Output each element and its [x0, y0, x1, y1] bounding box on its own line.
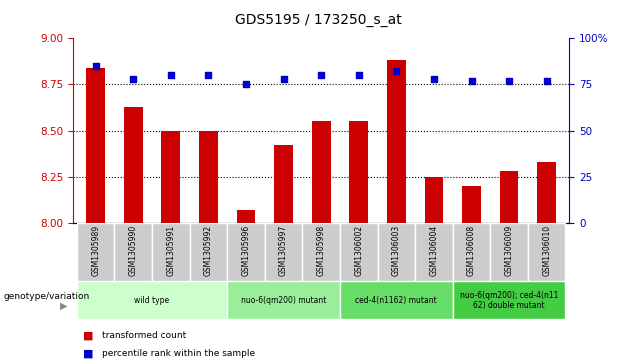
Bar	[274, 146, 293, 223]
Bar	[312, 121, 331, 223]
Point	[279, 76, 289, 82]
Text: GSM1305991: GSM1305991	[167, 225, 176, 276]
Text: ced-4(n1162) mutant: ced-4(n1162) mutant	[356, 296, 437, 305]
Text: GSM1306008: GSM1306008	[467, 225, 476, 276]
Bar	[302, 223, 340, 281]
Bar	[415, 223, 453, 281]
Bar	[537, 162, 556, 223]
Text: nuo-6(qm200); ced-4(n11
62) double mutant: nuo-6(qm200); ced-4(n11 62) double mutan…	[460, 291, 558, 310]
Point	[166, 72, 176, 78]
Text: GSM1305989: GSM1305989	[91, 225, 100, 276]
Bar	[425, 177, 443, 223]
Bar	[227, 281, 340, 319]
Bar	[378, 223, 415, 281]
Point	[316, 72, 326, 78]
Point	[90, 63, 100, 69]
Bar	[77, 223, 114, 281]
Text: GSM1306003: GSM1306003	[392, 225, 401, 276]
Bar	[340, 223, 378, 281]
Bar	[500, 171, 518, 223]
Point	[354, 72, 364, 78]
Bar	[340, 281, 453, 319]
Bar	[349, 121, 368, 223]
Text: transformed count: transformed count	[102, 331, 186, 340]
Text: genotype/variation: genotype/variation	[3, 292, 90, 301]
Point	[128, 76, 139, 82]
Bar	[124, 107, 142, 223]
Bar	[237, 210, 256, 223]
Text: wild type: wild type	[134, 296, 170, 305]
Bar	[162, 131, 180, 223]
Text: GSM1305997: GSM1305997	[279, 225, 288, 276]
Text: GSM1306009: GSM1306009	[504, 225, 514, 276]
Point	[429, 76, 439, 82]
Text: GSM1305990: GSM1305990	[128, 225, 138, 276]
Bar	[462, 186, 481, 223]
Point	[391, 69, 401, 74]
Text: ▶: ▶	[60, 301, 67, 311]
Point	[466, 78, 476, 83]
Point	[204, 72, 214, 78]
Text: GSM1306010: GSM1306010	[542, 225, 551, 276]
Text: GSM1305992: GSM1305992	[204, 225, 213, 276]
Text: GDS5195 / 173250_s_at: GDS5195 / 173250_s_at	[235, 13, 401, 27]
Text: GSM1306002: GSM1306002	[354, 225, 363, 276]
Bar	[199, 131, 218, 223]
Bar	[152, 223, 190, 281]
Text: GSM1305996: GSM1305996	[242, 225, 251, 276]
Text: ■: ■	[83, 331, 93, 341]
Text: ■: ■	[83, 349, 93, 359]
Point	[542, 78, 552, 83]
Bar	[490, 223, 528, 281]
Point	[504, 78, 514, 83]
Bar	[114, 223, 152, 281]
Text: GSM1306004: GSM1306004	[429, 225, 438, 276]
Bar	[265, 223, 302, 281]
Bar	[387, 60, 406, 223]
Text: percentile rank within the sample: percentile rank within the sample	[102, 350, 255, 358]
Bar	[77, 281, 227, 319]
Bar	[227, 223, 265, 281]
Text: nuo-6(qm200) mutant: nuo-6(qm200) mutant	[241, 296, 326, 305]
Text: GSM1305998: GSM1305998	[317, 225, 326, 276]
Bar	[86, 68, 105, 223]
Bar	[528, 223, 565, 281]
Bar	[453, 223, 490, 281]
Bar	[453, 281, 565, 319]
Point	[241, 82, 251, 87]
Bar	[190, 223, 227, 281]
